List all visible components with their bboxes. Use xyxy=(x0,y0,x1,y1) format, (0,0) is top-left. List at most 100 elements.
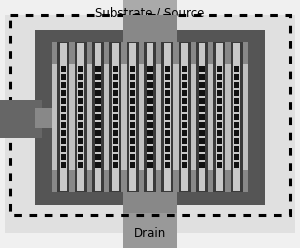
Bar xyxy=(147,154,153,159)
Text: Gate: Gate xyxy=(2,113,30,125)
Bar xyxy=(123,0,177,20)
Bar xyxy=(130,162,135,168)
Bar xyxy=(127,42,139,192)
Bar xyxy=(130,66,135,72)
Bar xyxy=(130,82,135,88)
Bar xyxy=(182,98,188,104)
Bar xyxy=(112,138,118,144)
Bar xyxy=(182,122,188,128)
Bar xyxy=(78,162,83,168)
Bar xyxy=(61,138,66,144)
Bar xyxy=(78,122,83,128)
Bar xyxy=(61,114,66,120)
Bar xyxy=(78,130,83,136)
Bar xyxy=(147,43,153,191)
Bar xyxy=(147,82,153,88)
Bar xyxy=(213,42,225,192)
Bar xyxy=(217,154,222,159)
Bar xyxy=(10,15,290,215)
Bar xyxy=(123,15,177,45)
Bar xyxy=(217,66,222,72)
Text: Substrate / Source: Substrate / Source xyxy=(95,7,205,20)
Bar xyxy=(92,42,104,192)
Bar xyxy=(217,82,222,88)
Bar xyxy=(147,162,153,168)
Bar xyxy=(61,74,66,80)
Bar xyxy=(234,82,239,88)
Bar xyxy=(61,98,66,104)
Bar xyxy=(35,30,265,205)
Bar xyxy=(78,74,83,80)
Bar xyxy=(61,154,66,159)
Bar xyxy=(199,90,205,96)
Bar xyxy=(234,98,239,104)
Bar xyxy=(234,146,239,152)
Bar xyxy=(112,66,118,72)
Bar xyxy=(165,74,170,80)
Bar xyxy=(130,114,135,120)
Bar xyxy=(165,114,170,120)
Bar xyxy=(78,114,83,120)
Bar xyxy=(182,106,188,112)
Bar xyxy=(78,90,83,96)
Bar xyxy=(234,106,239,112)
Bar xyxy=(109,42,121,192)
Bar xyxy=(112,114,118,120)
Bar xyxy=(199,106,205,112)
Bar xyxy=(61,130,66,136)
Bar xyxy=(78,154,83,159)
Bar xyxy=(95,98,101,104)
Bar xyxy=(112,122,118,128)
Bar xyxy=(199,74,205,80)
Bar xyxy=(123,213,177,248)
Bar xyxy=(181,43,188,191)
Bar xyxy=(165,130,170,136)
Bar xyxy=(234,154,239,159)
Bar xyxy=(199,138,205,144)
Bar xyxy=(61,82,66,88)
Bar xyxy=(123,175,177,213)
Bar xyxy=(217,98,222,104)
Bar xyxy=(234,74,239,80)
Bar xyxy=(234,122,239,128)
Bar xyxy=(112,90,118,96)
Bar xyxy=(95,74,101,80)
Bar xyxy=(78,82,83,88)
Bar xyxy=(165,82,170,88)
Bar xyxy=(217,162,222,168)
Bar xyxy=(95,114,101,120)
Bar xyxy=(182,114,188,120)
Bar xyxy=(78,146,83,152)
Bar xyxy=(78,66,83,72)
Bar xyxy=(165,66,170,72)
Bar xyxy=(196,42,208,192)
Bar xyxy=(95,90,101,96)
Bar xyxy=(130,154,135,159)
Bar xyxy=(233,43,240,191)
Bar xyxy=(199,154,205,159)
Bar xyxy=(179,42,191,192)
Bar xyxy=(130,74,135,80)
Bar xyxy=(147,130,153,136)
Bar xyxy=(199,162,205,168)
Bar xyxy=(112,82,118,88)
Bar xyxy=(95,82,101,88)
Bar xyxy=(95,146,101,152)
Bar xyxy=(61,106,66,112)
Bar xyxy=(165,146,170,152)
Bar xyxy=(130,146,135,152)
Bar xyxy=(234,90,239,96)
Bar xyxy=(234,162,239,168)
Bar xyxy=(112,162,118,168)
Bar xyxy=(57,42,69,192)
Bar xyxy=(61,146,66,152)
Bar xyxy=(165,106,170,112)
Bar xyxy=(0,100,42,138)
Bar xyxy=(147,138,153,144)
Bar xyxy=(129,43,136,191)
Bar xyxy=(112,106,118,112)
Bar xyxy=(234,130,239,136)
Bar xyxy=(94,43,101,191)
Bar xyxy=(182,82,188,88)
Bar xyxy=(182,66,188,72)
